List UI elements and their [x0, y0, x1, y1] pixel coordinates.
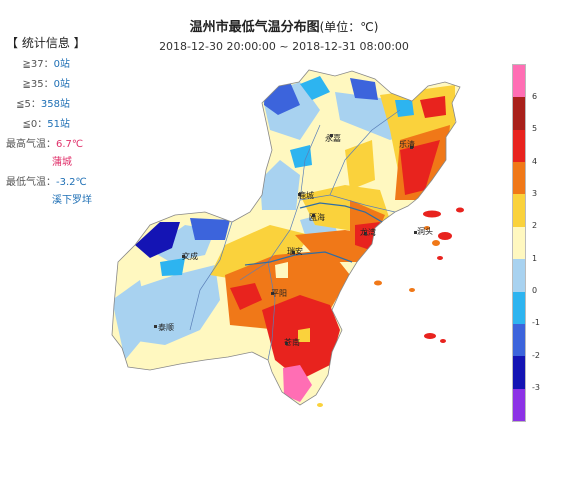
max-temp-row: 最高气温：6.7℃	[6, 139, 126, 151]
color-legend	[512, 64, 526, 422]
legend-swatch	[513, 129, 525, 163]
city-dot-longwan	[364, 232, 367, 235]
max-temp-value: 6.7℃	[56, 139, 84, 150]
min-temp-row: 最低气温：-3.2℃	[6, 177, 126, 189]
legend-tick: 6	[532, 92, 538, 101]
region-outline	[111, 69, 461, 406]
legend-tick: 5	[532, 124, 538, 133]
legend-tick: 3	[532, 189, 538, 198]
islands	[317, 207, 464, 407]
stat-row-ge35: ≧35： 0站	[6, 79, 70, 91]
legend-swatch	[513, 356, 525, 389]
stat-key: ≦0：	[22, 119, 48, 130]
legend-tick: 1	[532, 254, 538, 263]
stat-row-ge37: ≧37： 0站	[6, 59, 70, 71]
city-markers: 永嘉 乐清 鹿城 瓯海 龙湾 洞头 文成 瑞安 平阳 泰顺 苍南	[154, 133, 433, 347]
city-dot-ouhai	[312, 214, 315, 217]
max-temp-label: 最高气温：	[6, 139, 56, 150]
legend-tick: -3	[532, 383, 540, 392]
city-label-yongjia: 永嘉	[325, 133, 341, 143]
city-label-longwan: 龙湾	[360, 227, 376, 237]
legend-swatch	[513, 259, 525, 292]
county-borders	[189, 109, 401, 361]
city-label-cangnan: 苍南	[284, 337, 300, 347]
stat-key: ≧35：	[22, 79, 54, 90]
legend-swatch	[513, 97, 525, 130]
stat-key: ≧37：	[22, 59, 54, 70]
city-label-dongtou: 洞头	[417, 226, 433, 236]
stat-row-le0: ≦0： 51站	[6, 119, 70, 131]
max-temp-station[interactable]: 蒲城	[52, 157, 72, 168]
legend-tick: 4	[532, 157, 538, 166]
stat-row-le5: ≦5： 358站	[6, 99, 70, 111]
city-dot-wencheng	[182, 255, 185, 258]
legend-swatch	[513, 194, 525, 227]
stat-value[interactable]: 51站	[47, 119, 70, 130]
title-text: 温州市最低气温分布图	[189, 20, 320, 35]
legend-swatch	[513, 388, 525, 421]
rivers	[244, 202, 383, 266]
city-dot-pingyang	[271, 292, 274, 295]
city-label-ouhai: 瓯海	[309, 212, 325, 222]
city-label-pingyang: 平阳	[271, 289, 287, 298]
stat-value[interactable]: 0站	[53, 79, 70, 90]
city-label-wencheng: 文成	[182, 251, 198, 261]
city-dot-ruian	[292, 251, 295, 254]
legend-swatch	[513, 323, 525, 357]
legend-tick: -2	[532, 351, 540, 360]
city-label-ruian: 瑞安	[287, 246, 303, 256]
city-label-yueqing: 乐清	[399, 139, 415, 149]
legend-swatch	[513, 291, 525, 324]
city-dot-cangnan	[285, 342, 288, 345]
temperature-fill	[112, 70, 460, 405]
map-title: 温州市最低气温分布图(单位：℃)	[0, 16, 568, 35]
min-temp-label: 最低气温：	[6, 177, 56, 188]
stat-value[interactable]: 0站	[53, 59, 70, 70]
legend-tick: 2	[532, 221, 538, 230]
min-temp-value: -3.2℃	[56, 177, 87, 188]
city-dot-yueqing	[410, 146, 413, 149]
legend-tick: -1	[532, 318, 540, 327]
time-range: 2018-12-30 20:00:00 ~ 2018-12-31 08:00:0…	[159, 40, 409, 53]
min-temp-station[interactable]: 溪下罗垟	[52, 195, 92, 206]
city-dot-dongtou	[414, 231, 417, 234]
stats-heading: 【 统计信息 】	[6, 36, 86, 50]
legend-swatch	[513, 65, 525, 98]
stat-value[interactable]: 358站	[40, 99, 70, 110]
city-dot-lucheng	[298, 193, 301, 196]
city-label-taishun: 泰顺	[158, 322, 174, 332]
city-label-lucheng: 鹿城	[298, 190, 314, 200]
city-dot-taishun	[154, 325, 157, 328]
legend-tick: 0	[532, 286, 538, 295]
legend-swatch	[513, 162, 525, 195]
title-unit: (单位：℃)	[319, 20, 379, 34]
stats-panel: 【 统计信息 】 ≧37： 0站 ≧35： 0站 ≦5： 358站 ≦0： 51站 最高…	[6, 34, 126, 207]
legend-swatch	[513, 226, 525, 260]
city-dot-yongjia	[330, 134, 333, 137]
stat-key: ≦5：	[16, 99, 41, 110]
